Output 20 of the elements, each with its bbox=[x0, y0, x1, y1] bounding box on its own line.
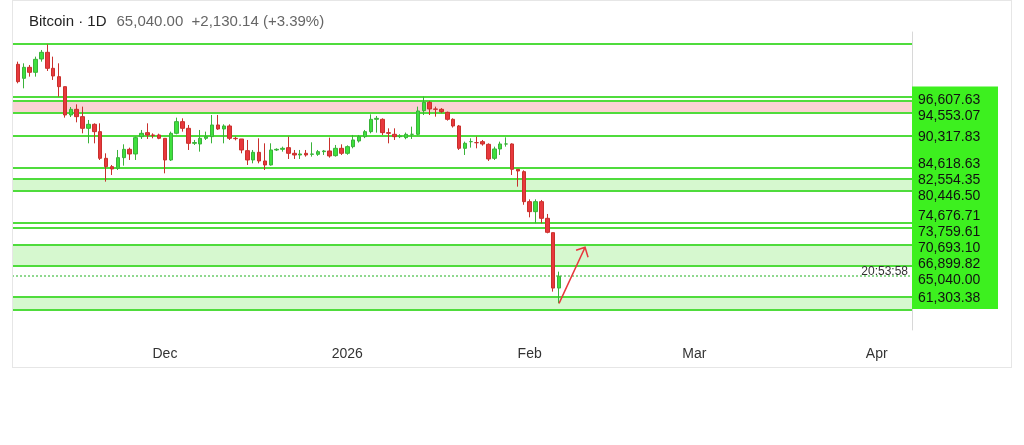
y-tick-label: 61,303.38 bbox=[918, 288, 981, 305]
y-tick-label: 70,693.10 bbox=[918, 239, 981, 256]
x-tick-label: 2026 bbox=[331, 345, 364, 361]
y-tick-label: 65,040.00 bbox=[918, 271, 981, 288]
x-tick-label: Mar bbox=[682, 345, 707, 361]
chart-subtitle: 65,040.00 +2,130.14 (+3.39%) bbox=[116, 12, 325, 29]
x-tick-label: Dec bbox=[152, 345, 178, 361]
y-tick-label: 84,618.63 bbox=[918, 155, 981, 171]
y-tick-label: 66,899.82 bbox=[918, 255, 981, 272]
y-tick-label: 90,317.83 bbox=[918, 127, 981, 144]
annotation: 20:53:58 bbox=[861, 264, 909, 279]
x-tick-label: Apr bbox=[865, 345, 888, 361]
y-tick-label: 96,607.63 bbox=[918, 90, 981, 107]
y-tick-label: 73,759.61 bbox=[918, 223, 981, 240]
chart-title: Bitcoin · 1D bbox=[29, 12, 107, 29]
x-tick-label: Feb bbox=[517, 345, 542, 361]
y-tick-label: 82,554.35 bbox=[918, 171, 981, 187]
y-tick-label: 74,676.71 bbox=[918, 207, 981, 224]
y-tick-label: 80,446.50 bbox=[918, 187, 981, 203]
y-tick-label: 94,553.07 bbox=[918, 106, 981, 123]
